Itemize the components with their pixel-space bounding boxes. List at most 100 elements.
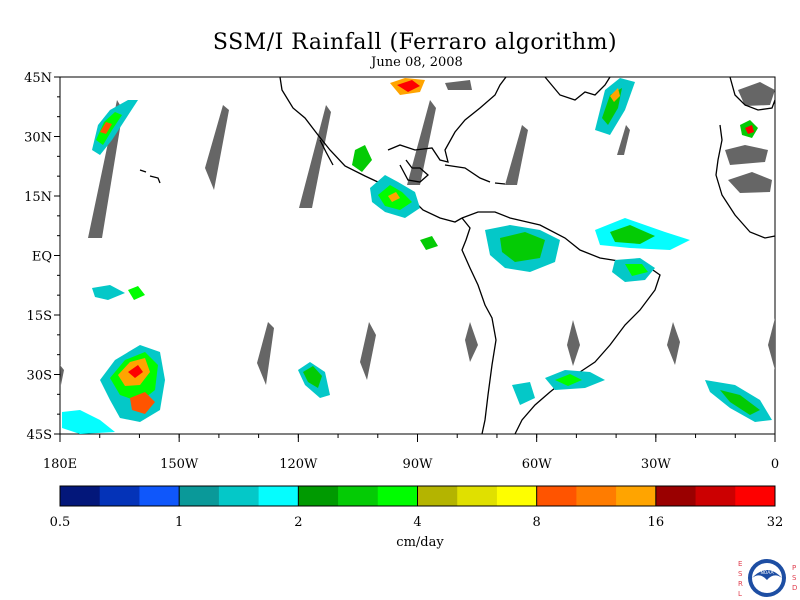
svg-text:R: R xyxy=(738,580,743,588)
lat-label: EQ xyxy=(32,250,52,265)
psd-letters: P S D xyxy=(792,564,797,592)
colorbar: 0.5 1 2 4 8 16 32 cm/day xyxy=(50,485,784,550)
colorbar-tick-label: 16 xyxy=(648,515,665,530)
rainfall-areas xyxy=(62,78,772,434)
rain-us-se-peak xyxy=(397,80,420,92)
rain-camerica-peak xyxy=(388,192,400,202)
colorbar-swatch xyxy=(218,486,260,506)
coastline-europe xyxy=(729,76,776,111)
lat-label: 30N xyxy=(24,131,52,146)
colorbar-tick-label: 8 xyxy=(533,515,541,530)
swath-8 xyxy=(360,322,376,380)
rain-se-atl-core xyxy=(720,390,760,415)
colorbar-tick-label: 2 xyxy=(294,515,302,530)
lat-label: 45N xyxy=(24,71,52,86)
lon-label: 150W xyxy=(160,457,199,472)
coastline-hawaii xyxy=(139,169,161,184)
svg-text:L: L xyxy=(738,590,742,598)
rain-spac-south xyxy=(130,392,155,414)
rain-satl-core xyxy=(555,374,582,386)
colorbar-swatch xyxy=(99,486,140,506)
rain-europe-peak xyxy=(745,125,754,134)
coastline-sa-west xyxy=(461,217,497,435)
rain-argentina xyxy=(512,382,535,405)
rain-npac-peak xyxy=(100,122,112,134)
coastline-gulf-east xyxy=(387,76,507,163)
svg-text:S: S xyxy=(738,570,743,578)
gray-patch-na-east xyxy=(445,80,472,90)
colorbar-swatch xyxy=(60,486,101,506)
colorbar-tick-label: 0.5 xyxy=(50,515,71,530)
colorbar-swatch xyxy=(496,486,538,506)
rain-amazon-core xyxy=(500,232,545,262)
colorbar-swatch xyxy=(139,486,180,506)
gray-patch-iberia xyxy=(738,82,775,106)
colorbar-swatch xyxy=(616,486,657,506)
colorbar-swatch xyxy=(298,486,339,506)
chart-date: June 08, 2008 xyxy=(371,55,463,70)
colorbar-tick-label: 1 xyxy=(175,515,183,530)
colorbar-swatch xyxy=(258,486,299,506)
rain-ne-brazil-core xyxy=(625,264,648,276)
svg-text:S: S xyxy=(792,574,797,582)
lat-label: 15N xyxy=(24,190,52,205)
colorbar-swatch xyxy=(536,486,577,506)
swath-4 xyxy=(407,100,436,185)
rain-spac-central-core xyxy=(303,366,322,388)
swath-11 xyxy=(667,322,680,365)
colorbar-swatch xyxy=(695,486,736,506)
swath-7 xyxy=(257,322,274,385)
coastline-hispaniola xyxy=(494,182,506,185)
colorbar-unit-label: cm/day xyxy=(396,535,444,550)
svg-text:E: E xyxy=(738,560,742,568)
rain-spac-north-2 xyxy=(128,286,145,300)
coastline-canada xyxy=(544,76,611,101)
lon-label: 60W xyxy=(522,457,553,472)
map-axes: 45N 30N 15N EQ 15S 30S 45S 180E 150W 120W 90W 60W 30… xyxy=(24,71,779,472)
chart-title: SSM/I Rainfall (Ferraro algorithm) xyxy=(212,30,618,55)
rain-sw-corner xyxy=(62,410,115,434)
gray-patch-sahara xyxy=(725,145,768,165)
coastline-yucatan xyxy=(399,159,429,183)
colorbar-tick-label: 32 xyxy=(767,515,784,530)
rain-spac-peak xyxy=(128,365,143,378)
swath-6 xyxy=(617,125,630,155)
colorbar-tick-label: 4 xyxy=(413,515,421,530)
swath-3 xyxy=(299,105,331,208)
rain-mexico xyxy=(352,145,372,172)
rain-spac-north xyxy=(92,285,125,300)
colorbar-swatch xyxy=(179,486,220,506)
swath-2 xyxy=(205,105,229,190)
rain-atl-itcz-core xyxy=(610,225,655,244)
svg-text:NOAA: NOAA xyxy=(760,570,774,576)
lat-label: 15S xyxy=(27,309,52,324)
swath-9 xyxy=(465,322,478,362)
coastlines xyxy=(139,76,776,435)
colorbar-swatch xyxy=(735,486,776,506)
svg-text:P: P xyxy=(792,564,796,572)
svg-text:D: D xyxy=(792,584,797,592)
swath-5 xyxy=(505,125,528,185)
esrl-letters: E S R L xyxy=(738,560,743,598)
coastline-africa xyxy=(715,124,776,239)
noaa-esrl-psd-logo: E S R L P S D NOAA xyxy=(738,559,797,598)
lat-label: 45S xyxy=(27,428,52,443)
coastline-na-pacific xyxy=(279,76,463,223)
rain-natl-peak xyxy=(610,88,620,102)
lon-label: 0 xyxy=(771,457,779,472)
coastline-baja xyxy=(319,139,334,166)
swath-12 xyxy=(768,318,775,370)
colorbar-swatch xyxy=(655,486,697,506)
colorbar-swatch xyxy=(457,486,498,506)
map-frame xyxy=(59,76,776,435)
lat-label: 30S xyxy=(27,369,52,384)
colorbar-swatch xyxy=(338,486,379,506)
gray-patch-africa xyxy=(728,172,772,193)
lon-label: 30W xyxy=(641,457,672,472)
rain-eq-pac xyxy=(420,236,438,250)
colorbar-swatch xyxy=(417,486,458,506)
swath-13 xyxy=(60,365,64,385)
lon-label: 120W xyxy=(279,457,318,472)
swath-10 xyxy=(567,320,580,366)
